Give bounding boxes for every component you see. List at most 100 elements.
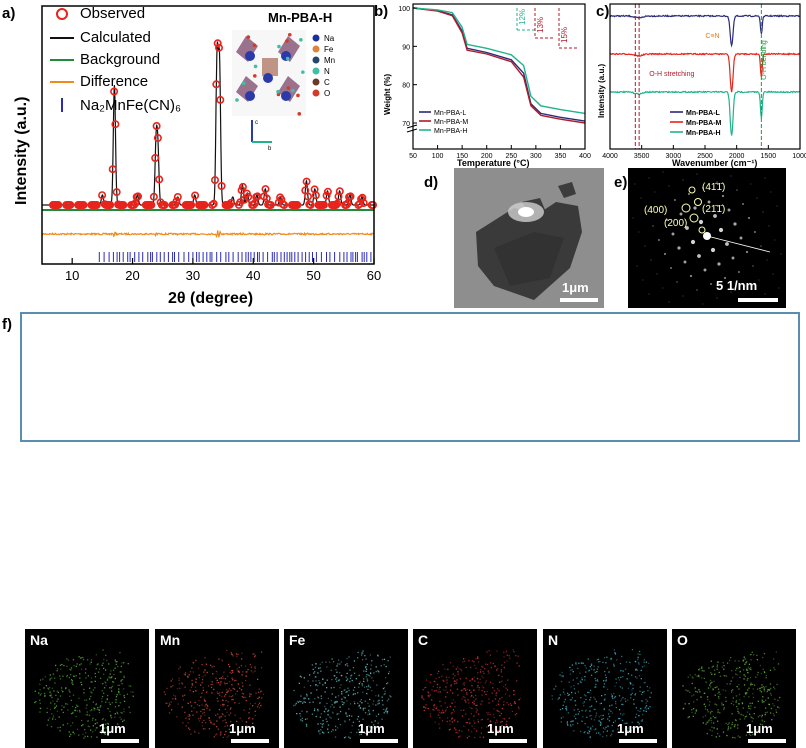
diffraction-spot [697, 254, 701, 258]
diffraction-spot [725, 242, 729, 246]
plot-frame-a [41, 5, 375, 265]
eds-map-mn: Mn 1μm [155, 629, 279, 748]
diffraction-spot [716, 181, 718, 183]
diffraction-spot [698, 219, 704, 225]
ring-marker [694, 198, 702, 206]
diffraction-spot [696, 173, 698, 175]
diffraction-spot [780, 253, 782, 255]
cn-label: C≡N [705, 33, 719, 40]
octahedron [236, 36, 258, 62]
observed-point [147, 201, 156, 210]
observed-point [172, 197, 181, 206]
panel-d: d) 1μm [418, 168, 608, 310]
diffraction-spot [764, 177, 766, 179]
observed-point [211, 176, 220, 185]
diffraction-spot [717, 262, 721, 266]
octahedron [236, 76, 258, 102]
diffraction-spot [750, 183, 752, 185]
diffraction-spot [682, 295, 684, 297]
plane-label: (200) [664, 218, 687, 229]
panel-letter-a: a) [2, 5, 15, 22]
axis-break-mark [406, 128, 418, 133]
diffraction-spot [710, 247, 716, 253]
observed-point [215, 43, 224, 52]
diffraction-spot [736, 189, 738, 191]
eds-map-n: N 1μm [543, 629, 667, 748]
atom [235, 98, 239, 102]
eds-map-o: O 1μm [672, 629, 796, 748]
plot-frame-c [609, 3, 801, 150]
panel-letter-f: f) [2, 316, 12, 333]
observed-point [151, 154, 160, 163]
na-atom [281, 51, 291, 61]
atom [297, 112, 302, 116]
atom [285, 56, 290, 61]
observed-point [359, 199, 368, 208]
eds-signal [682, 651, 781, 739]
observed-point [306, 201, 315, 210]
x-tick-label: 2000 [729, 153, 745, 160]
crystal-legend-label: C [324, 78, 330, 87]
observed-point [213, 39, 222, 48]
diffraction-spot [721, 194, 725, 198]
observed-point [160, 201, 169, 210]
atom [276, 89, 280, 94]
axis-label-b: b [268, 146, 272, 152]
x-axis-label-c: Wavenumber (cm⁻¹) [672, 158, 757, 168]
observed-point [106, 201, 115, 210]
ring-marker [698, 226, 706, 234]
x-tick-label: 2500 [697, 153, 713, 160]
axis-label-c: c [255, 120, 258, 126]
x-tick-label: 100 [432, 153, 444, 160]
x-axis-label-b: Temperature (°C) [457, 158, 529, 168]
diffraction-spot [768, 225, 770, 227]
diffraction-spot [665, 218, 669, 222]
observed-point [134, 192, 143, 201]
tem-image: 1μm [454, 168, 604, 308]
diffraction-spot [747, 216, 751, 220]
diffraction-spot [671, 232, 675, 236]
panel-b: b) Weight (%) Temperature (°C) 12% 13% 15%… [373, 0, 595, 170]
diffraction-spot [774, 239, 776, 241]
observed-point [152, 122, 161, 131]
observed-point [334, 192, 343, 201]
observed-point [92, 201, 101, 210]
observed-point [209, 199, 218, 208]
observed-point [303, 192, 312, 201]
atom [286, 86, 291, 90]
diffraction-spot [660, 205, 662, 207]
ring-marker [689, 213, 699, 223]
legend-label: Background [80, 51, 160, 68]
diffraction-spot [702, 303, 704, 305]
na-atom [245, 51, 255, 61]
pct-label: 15% [560, 27, 569, 43]
atom [285, 39, 289, 43]
x-tick-label: 4000 [602, 153, 618, 160]
observed-point [302, 177, 311, 186]
diffraction-spot [733, 222, 737, 226]
diffraction-spot [739, 236, 743, 240]
crystal-legend-label: Mn [324, 56, 335, 65]
crystal-legend-label: Na [324, 34, 335, 43]
x-tick-label: 3000 [666, 153, 682, 160]
crystal-legend-dot [312, 89, 320, 97]
zone-axis-line [706, 235, 771, 253]
diffraction-spot [668, 185, 670, 187]
y-axis-label-c: Intensity (a.u.) [597, 63, 606, 118]
x-tick-label: 60 [367, 268, 381, 283]
plane-label: (21̄1̄) [702, 204, 725, 215]
ftir-series-line [609, 90, 801, 136]
eds-map-c: C 1μm [413, 629, 537, 748]
panel-letter-e: e) [614, 174, 628, 191]
diffraction-spot [738, 271, 740, 273]
y-tick-label: 80 [402, 83, 410, 90]
crystal-legend-dot [312, 78, 320, 86]
observed-point [111, 120, 120, 129]
scale-label: 1μm [617, 721, 644, 736]
diffraction-spot [756, 197, 758, 199]
plot-frame-b [412, 3, 586, 150]
diffraction-spot [644, 245, 646, 247]
legend-label: Observed [80, 5, 145, 22]
diffraction-spot [727, 208, 731, 212]
x-tick-label: 250 [505, 153, 517, 160]
